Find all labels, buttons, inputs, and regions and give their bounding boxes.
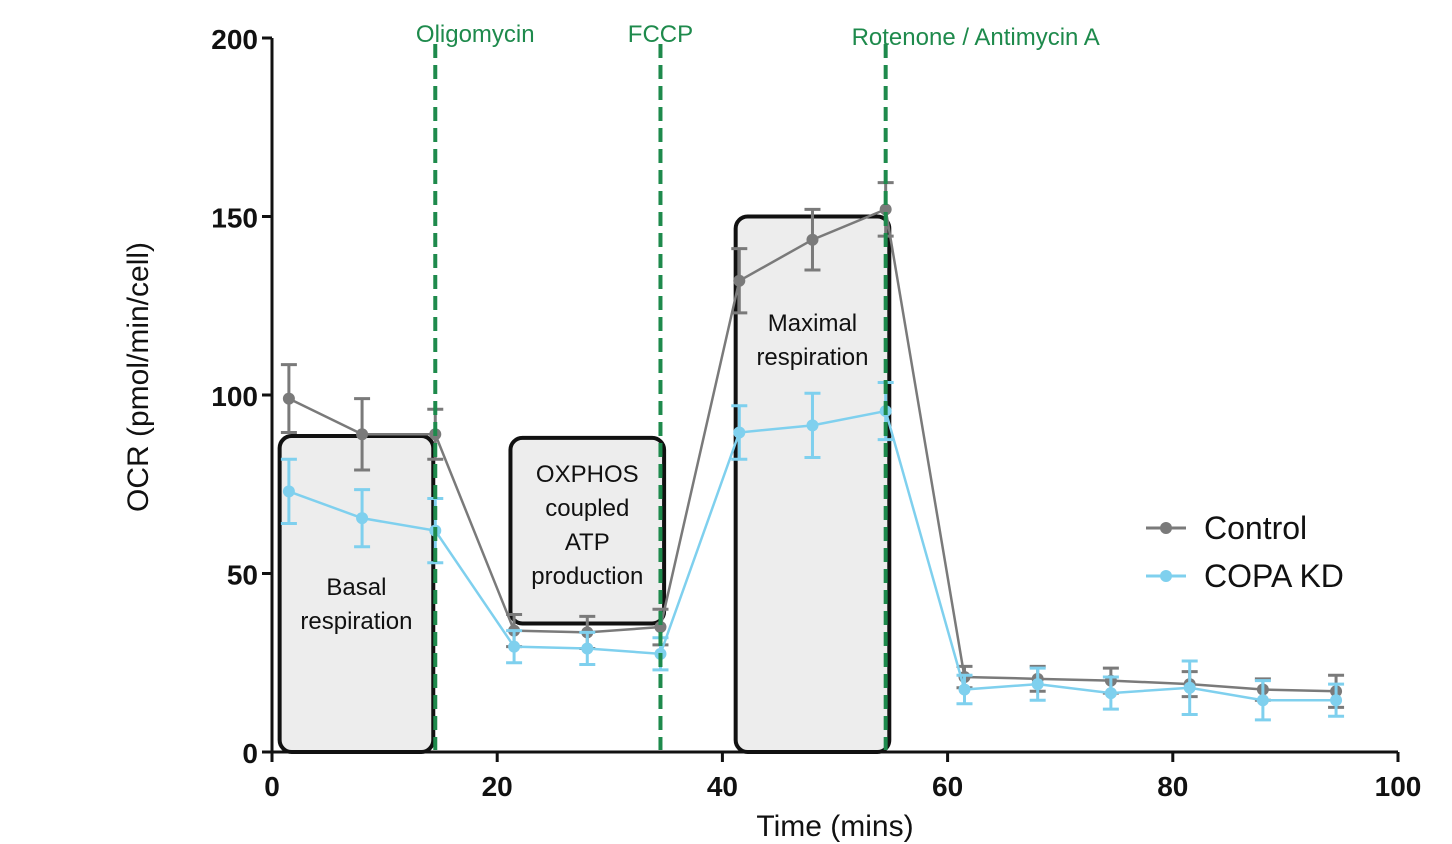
data-point	[654, 621, 667, 634]
annotation-box-1-line-1: Basal	[326, 574, 386, 601]
legend-label: Control	[1204, 510, 1307, 546]
legend-label: COPA KD	[1204, 558, 1344, 594]
annotation-box-2-line-4: production	[531, 563, 643, 590]
x-tick-label-100: 100	[1375, 771, 1422, 802]
x-axis-title: Time (mins)	[756, 810, 913, 843]
data-point	[1104, 687, 1117, 700]
axes: 0 20 40 60 80 100 0 50 100 150 200 Time (mins) OCR (…	[122, 24, 1421, 843]
data-point	[806, 233, 819, 246]
annotation-boxes: Basal respiration OXPHOS coupled ATP producti…	[277, 214, 892, 754]
data-point	[1031, 678, 1044, 691]
data-point	[958, 683, 971, 696]
y-tick-label-100: 100	[211, 381, 258, 412]
x-tick-label-20: 20	[482, 771, 513, 802]
x-tick-label-60: 60	[932, 771, 963, 802]
data-point	[282, 485, 295, 498]
data-point	[356, 512, 369, 525]
y-axis-title: OCR (pmol/min/cell)	[122, 242, 155, 512]
annotation-box-3-line-2: respiration	[756, 344, 868, 371]
annotation-box-3	[733, 214, 892, 754]
y-tick-label-50: 50	[227, 560, 258, 591]
x-tick-label-80: 80	[1157, 771, 1188, 802]
annotation-box-2-line-3: ATP	[565, 529, 610, 556]
injection-label-3: Rotenone / Antimycin A	[852, 24, 1100, 51]
legend-swatch-marker	[1160, 522, 1172, 534]
x-tick-label-0: 0	[264, 771, 280, 802]
y-tick-label-150: 150	[211, 203, 258, 234]
data-point	[282, 392, 295, 405]
data-series	[280, 181, 1345, 722]
legend-item-1: Control	[1146, 510, 1307, 546]
data-point	[733, 426, 746, 439]
data-point	[508, 640, 521, 653]
annotation-box-2-line-2: coupled	[545, 495, 629, 522]
y-tick-label-0: 0	[242, 738, 258, 769]
data-point	[879, 203, 892, 216]
data-point	[733, 274, 746, 287]
y-tick-label-200: 200	[211, 24, 258, 55]
data-point	[356, 428, 369, 441]
data-point	[806, 419, 819, 432]
legend-swatch-marker	[1160, 570, 1172, 582]
annotation-box-2-line-1: OXPHOS	[536, 461, 639, 488]
injection-label-2: FCCP	[628, 21, 693, 48]
injection-label-1: Oligomycin	[416, 21, 535, 48]
annotation-box-1-line-2: respiration	[300, 608, 412, 635]
data-point	[1183, 681, 1196, 694]
series-copa-kd	[280, 381, 1345, 722]
legend: Control COPA KD	[1146, 510, 1344, 594]
annotation-box-3-line-1: Maximal	[768, 310, 857, 337]
data-point	[1256, 694, 1269, 707]
injection-lines: Oligomycin FCCP Rotenone / Antimycin A	[416, 21, 1100, 750]
legend-item-2: COPA KD	[1146, 558, 1344, 594]
data-point	[1330, 694, 1343, 707]
x-tick-label-40: 40	[707, 771, 738, 802]
data-point	[581, 642, 594, 655]
